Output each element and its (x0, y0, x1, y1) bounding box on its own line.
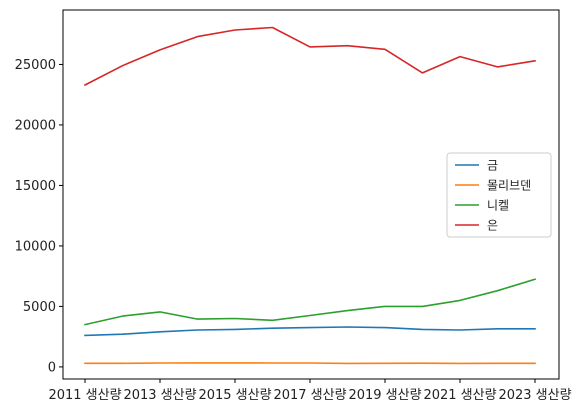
legend-label: 니켈 (487, 199, 509, 213)
legend-label: 몰리브덴 (487, 179, 531, 193)
legend-label: 은 (487, 219, 498, 233)
y-tick-label: 15000 (15, 179, 56, 194)
x-tick-label: 2019 생산량 (348, 388, 421, 403)
x-tick-label: 2011 생산량 (48, 388, 121, 403)
y-tick-label: 20000 (15, 118, 56, 133)
x-tick-label: 2017 생산량 (273, 388, 346, 403)
x-tick-label: 2021 생산량 (423, 388, 496, 403)
y-tick-label: 0 (48, 360, 56, 375)
x-tick-label: 2023 생산량 (498, 388, 571, 403)
y-tick-label: 10000 (15, 239, 56, 254)
x-tick-label: 2013 생산량 (123, 388, 196, 403)
legend-label: 금 (487, 159, 498, 173)
series-line-1 (85, 363, 535, 364)
x-tick-label: 2015 생산량 (198, 388, 271, 403)
y-tick-label: 5000 (23, 300, 56, 315)
y-tick-label: 25000 (15, 58, 56, 73)
